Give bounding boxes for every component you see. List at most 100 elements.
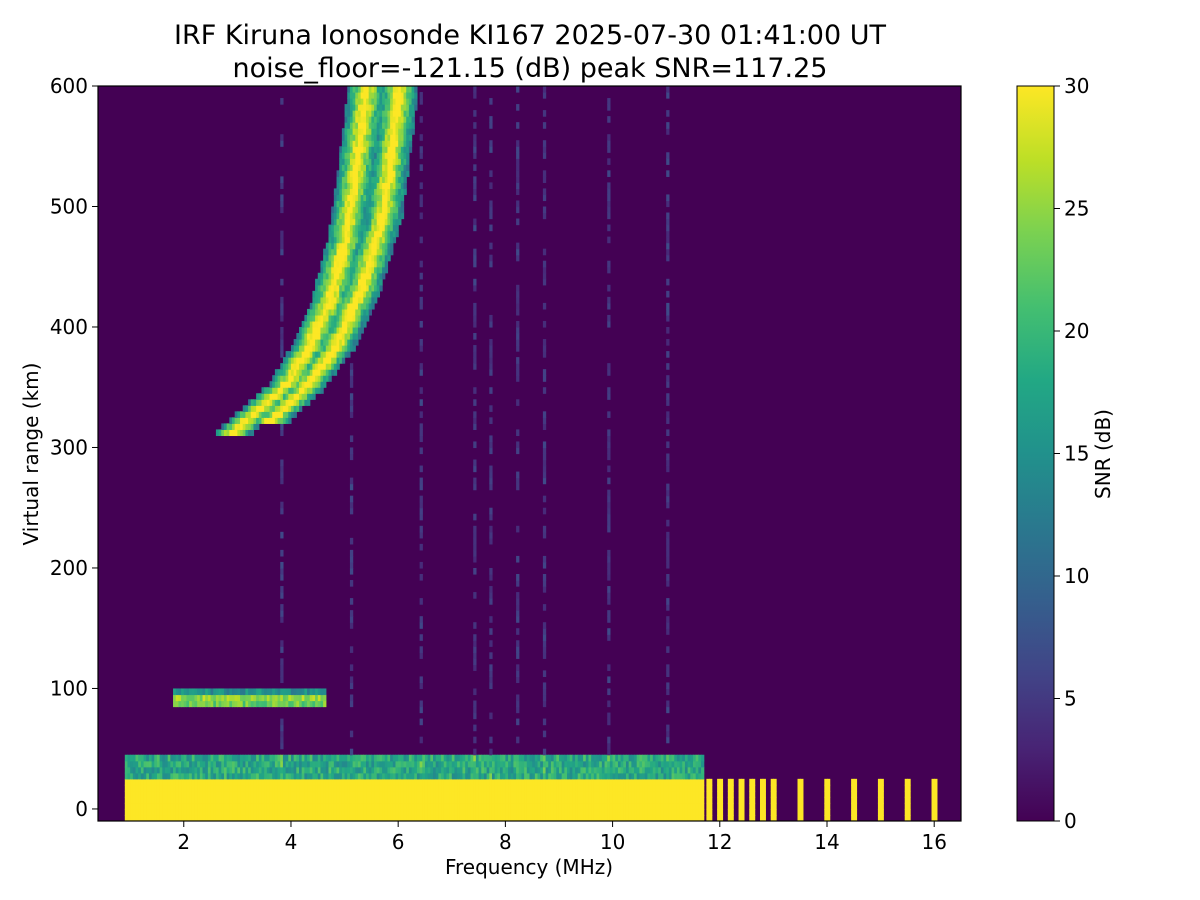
heatmap-cell — [491, 772, 496, 780]
heatmap-cell — [282, 357, 287, 364]
heatmap-cell — [599, 802, 603, 810]
heatmap-cell — [213, 760, 217, 768]
heatmap-cell — [341, 128, 346, 135]
heatmap-cell — [500, 784, 504, 792]
heatmap-cell — [202, 778, 206, 786]
heatmap-cell — [360, 778, 364, 786]
heatmap-cell — [344, 236, 348, 244]
heatmap-cell — [151, 766, 155, 774]
heatmap-cell — [301, 320, 305, 328]
heatmap-cell — [580, 772, 584, 780]
heatmap-cell — [307, 802, 311, 810]
heatmap-cell — [497, 760, 501, 768]
heatmap-cell — [374, 790, 378, 798]
heatmap-cell — [357, 104, 362, 111]
heatmap-cell — [379, 92, 383, 99]
heatmap-cell — [272, 694, 276, 702]
heatmap-cell — [532, 772, 536, 780]
heatmap-cell — [352, 260, 356, 268]
heatmap-cell — [770, 808, 774, 816]
heatmap-cell — [366, 248, 370, 256]
heatmap-cell — [762, 790, 766, 798]
heatmap-cell — [366, 784, 370, 792]
heatmap-cell — [607, 754, 611, 762]
heatmap-cell — [320, 778, 324, 786]
heatmap-cell — [194, 760, 198, 768]
heatmap-cell — [642, 790, 646, 798]
heatmap-cell — [687, 760, 691, 768]
heatmap-cell — [751, 808, 756, 816]
heatmap-cell — [301, 381, 305, 388]
heatmap-cell — [660, 814, 665, 821]
heatmap-cell — [376, 140, 381, 147]
heatmap-cell — [352, 206, 356, 214]
heatmap-cell — [617, 760, 622, 768]
heatmap-cell — [154, 814, 158, 821]
heatmap-cell — [521, 766, 525, 774]
heatmap-cell — [500, 772, 504, 780]
heatmap-cell — [489, 477, 493, 485]
heatmap-cell — [419, 320, 423, 328]
heatmap-cell — [304, 369, 308, 376]
heatmap-cell — [288, 802, 292, 810]
heatmap-cell — [553, 808, 557, 816]
heatmap-cell — [349, 242, 354, 250]
heatmap-cell — [269, 387, 273, 394]
heatmap-cell — [363, 194, 367, 202]
heatmap-cell — [285, 375, 289, 382]
heatmap-cell — [371, 158, 375, 165]
heatmap-cell — [159, 790, 163, 798]
heatmap-cell — [325, 808, 330, 816]
heatmap-cell — [312, 339, 316, 346]
heatmap-cell — [655, 814, 659, 821]
heatmap-cell — [537, 790, 541, 798]
heatmap-cell — [419, 676, 423, 684]
heatmap-cell — [666, 688, 670, 696]
heatmap-cell — [877, 802, 882, 810]
heatmap-cell — [360, 128, 364, 135]
heatmap-cell — [419, 760, 423, 768]
heatmap-cell — [612, 808, 616, 816]
heatmap-cell — [162, 766, 166, 774]
heatmap-cell — [473, 802, 477, 810]
heatmap-cell — [623, 754, 627, 762]
heatmap-cell — [256, 802, 260, 810]
heatmap-cell — [548, 778, 552, 786]
heatmap-cell — [395, 170, 399, 177]
heatmap-cell — [349, 495, 354, 503]
heatmap-cell — [363, 152, 367, 159]
heatmap-cell — [473, 345, 477, 352]
heatmap-cell — [183, 790, 188, 798]
heatmap-cell — [607, 664, 611, 671]
heatmap-cell — [473, 790, 477, 798]
heatmap-cell — [333, 766, 338, 774]
heatmap-cell — [366, 110, 370, 117]
heatmap-cell — [352, 766, 356, 774]
heatmap-cell — [556, 754, 560, 762]
heatmap-cell — [357, 194, 362, 202]
heatmap-cell — [368, 170, 372, 177]
heatmap-cell — [395, 224, 399, 232]
heatmap-cell — [609, 760, 614, 768]
heatmap-cell — [387, 104, 391, 111]
heatmap-cell — [676, 790, 681, 798]
heatmap-cell — [363, 320, 367, 328]
heatmap-cell — [178, 778, 182, 786]
heatmap-cell — [824, 808, 828, 816]
heatmap-cell — [331, 760, 335, 768]
heatmap-cell — [489, 537, 493, 545]
heatmap-cell — [170, 766, 174, 774]
heatmap-cell — [360, 200, 364, 208]
heatmap-cell — [323, 302, 327, 310]
heatmap-cell — [264, 411, 268, 418]
heatmap-cell — [344, 224, 348, 232]
heatmap-cell — [658, 814, 662, 821]
heatmap-cell — [304, 351, 308, 358]
heatmap-cell — [138, 814, 142, 821]
heatmap-cell — [339, 333, 343, 340]
heatmap-cell — [607, 170, 611, 177]
heatmap-cell — [545, 778, 549, 786]
heatmap-cell — [371, 814, 375, 821]
heatmap-cell — [446, 778, 450, 786]
heatmap-cell — [307, 320, 311, 328]
